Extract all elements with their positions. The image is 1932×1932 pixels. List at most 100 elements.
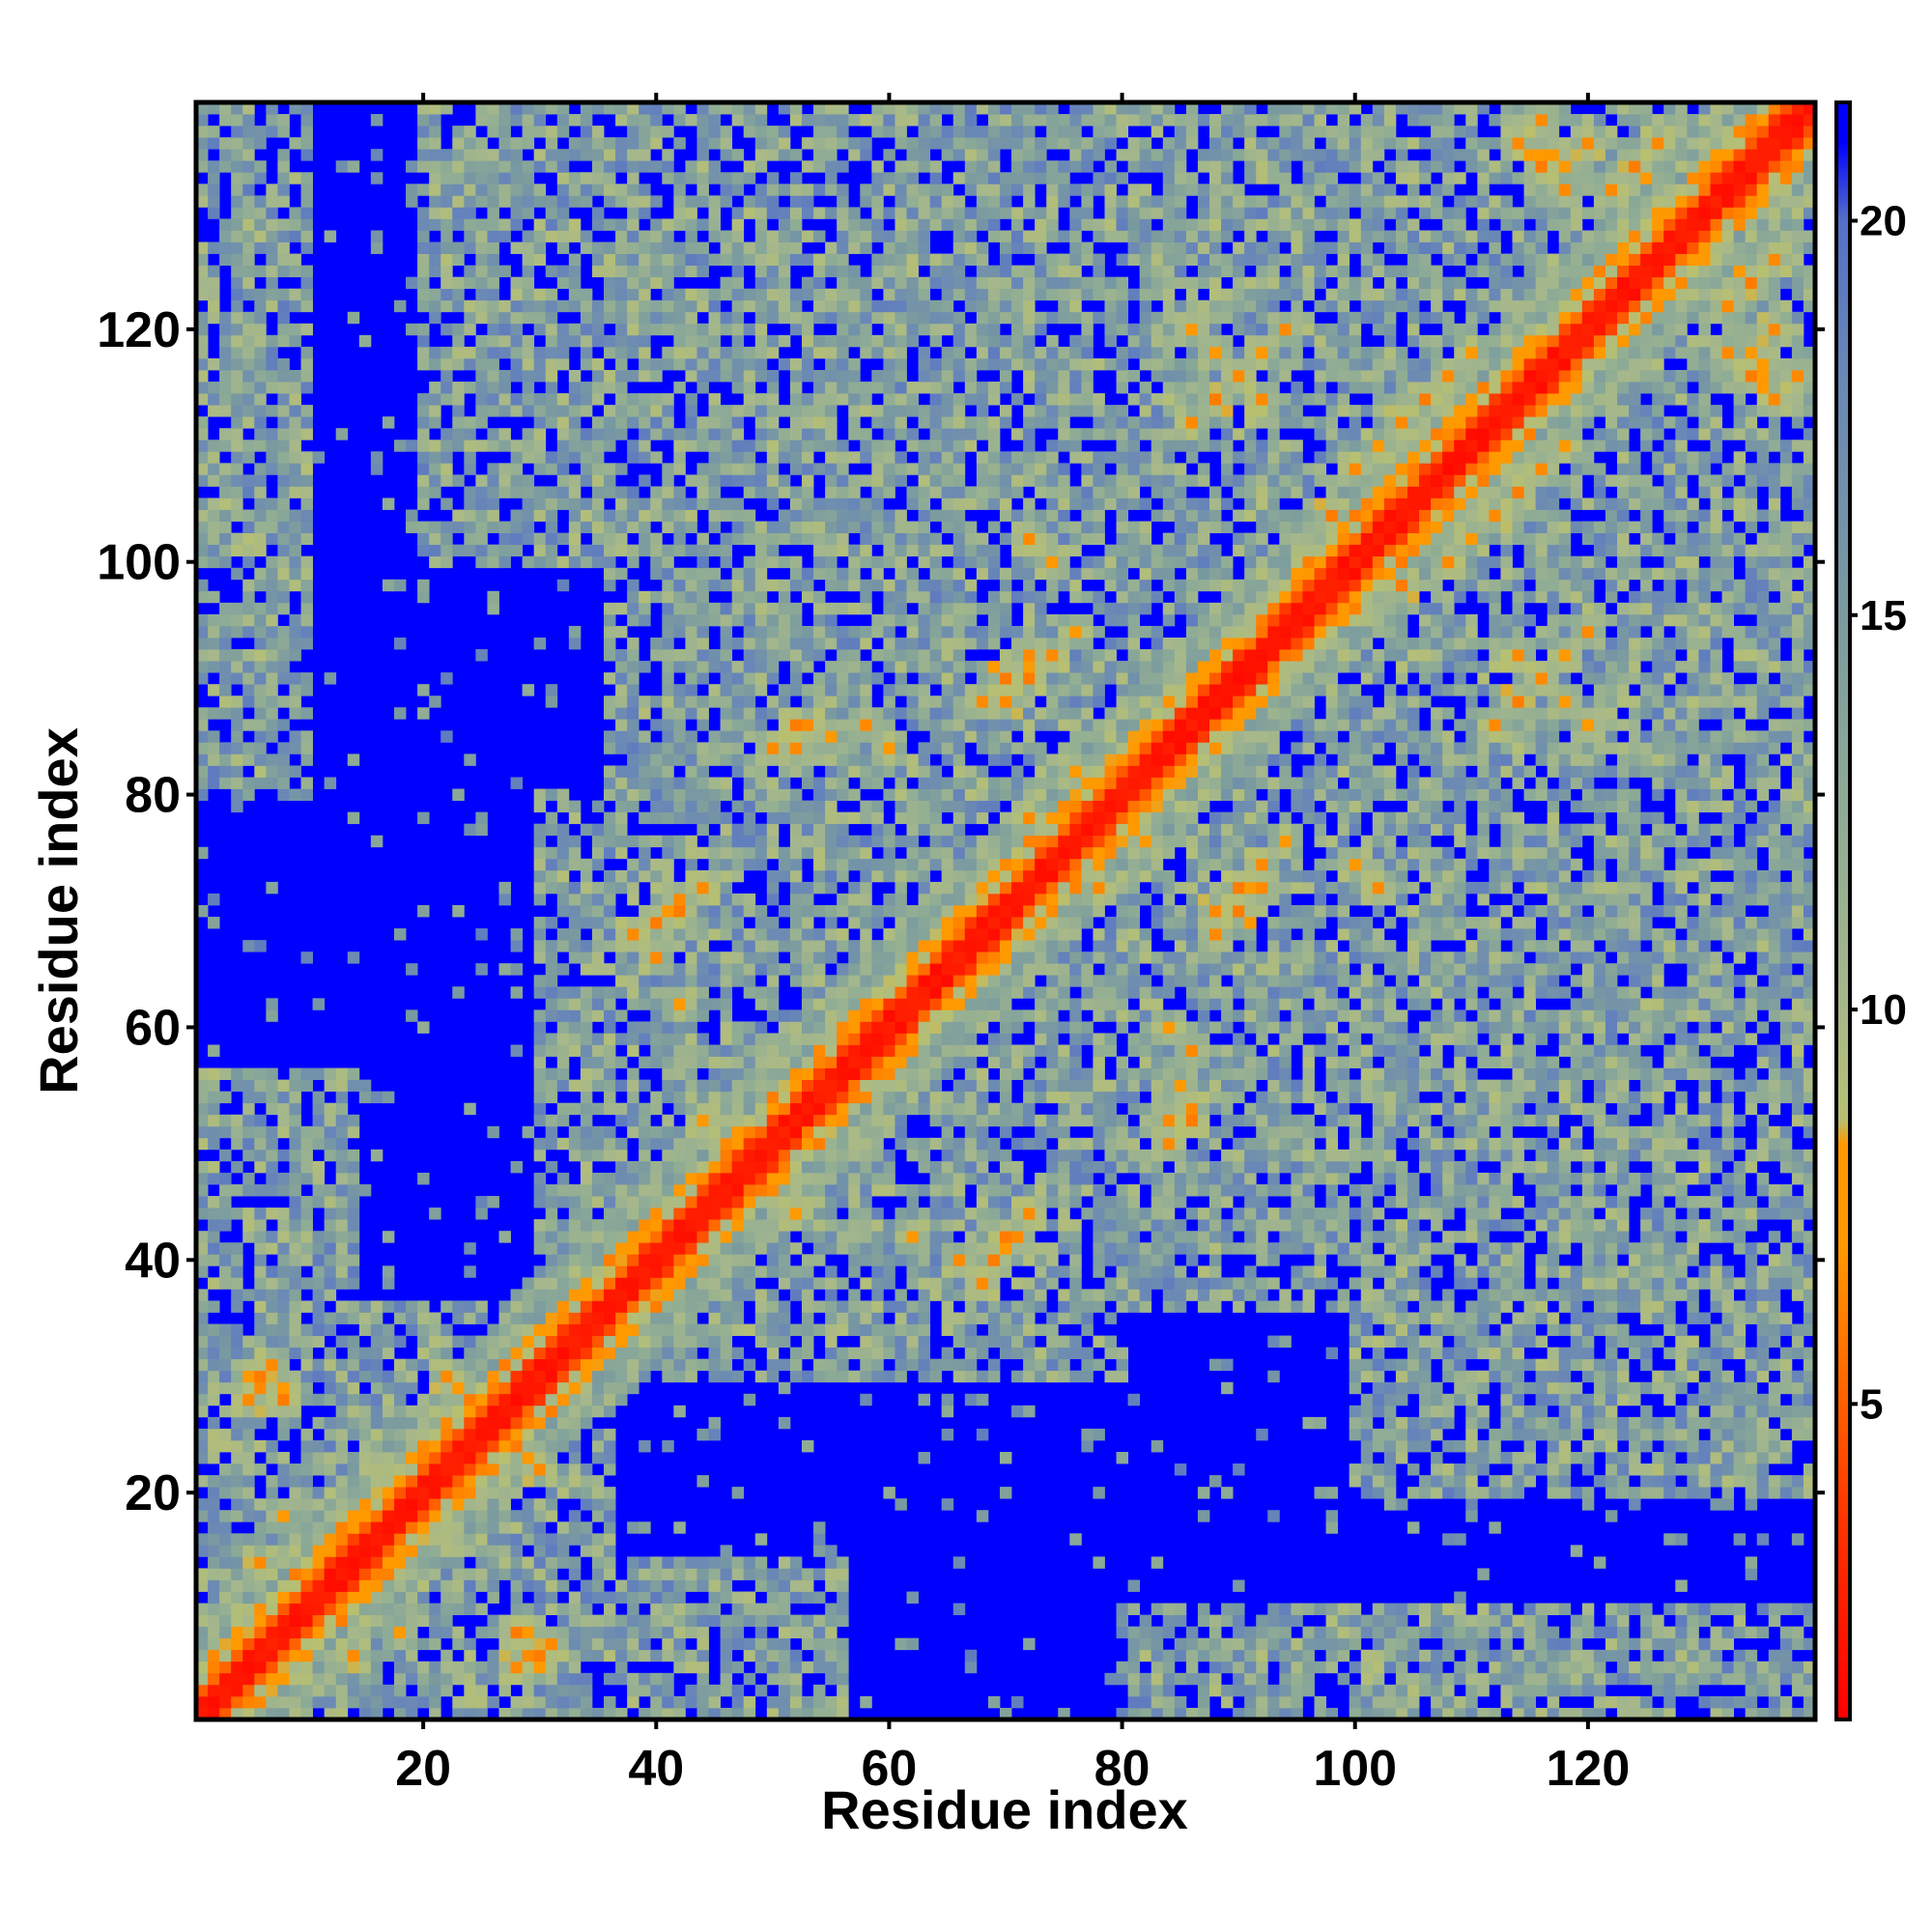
heatmap-cell	[766, 753, 780, 766]
heatmap-cell	[440, 1452, 453, 1464]
heatmap-cell	[615, 602, 628, 615]
heatmap-cell	[464, 1416, 476, 1430]
heatmap-cell	[219, 1091, 232, 1104]
heatmap-cell	[731, 242, 745, 254]
heatmap-cell	[754, 952, 768, 964]
heatmap-cell	[208, 521, 220, 533]
heatmap-cell	[801, 497, 814, 510]
heatmap-cell	[556, 1707, 570, 1719]
heatmap-cell	[662, 1125, 674, 1139]
heatmap-cell	[393, 1672, 407, 1686]
heatmap-cell	[347, 1196, 360, 1208]
heatmap-cell	[300, 613, 313, 627]
heatmap-cell	[417, 265, 430, 278]
heatmap-cell	[627, 1231, 639, 1243]
heatmap-cell	[440, 1475, 453, 1488]
heatmap-cell	[452, 1521, 465, 1534]
heatmap-cell	[498, 1487, 511, 1499]
heatmap-cell	[766, 555, 780, 569]
heatmap-cell	[475, 416, 488, 429]
heatmap-cell	[639, 1056, 651, 1068]
heatmap-cell	[208, 1487, 220, 1499]
heatmap-cell	[766, 986, 780, 999]
heatmap-cell	[382, 579, 395, 592]
heatmap-cell	[848, 1021, 861, 1034]
heatmap-cell	[231, 160, 243, 173]
heatmap-cell	[580, 137, 593, 150]
heatmap-cell	[837, 1312, 849, 1324]
heatmap-cell	[789, 1695, 803, 1709]
heatmap-cell	[639, 1265, 651, 1278]
heatmap-cell	[766, 1323, 780, 1336]
heatmap-cell	[358, 1637, 372, 1651]
heatmap-cell	[615, 544, 628, 557]
heatmap-cell	[231, 218, 243, 231]
heatmap-cell	[662, 1370, 674, 1383]
heatmap-cell	[720, 904, 733, 918]
heatmap-cell	[801, 1370, 814, 1383]
heatmap-cell	[789, 800, 803, 813]
heatmap-cell	[650, 242, 663, 254]
heatmap-cell	[289, 730, 301, 743]
heatmap-cell	[487, 195, 499, 208]
heatmap-cell	[639, 917, 651, 929]
heatmap-cell	[591, 555, 605, 569]
heatmap-cell	[464, 1637, 476, 1651]
heatmap-cell	[568, 1695, 582, 1709]
heatmap-cell	[627, 544, 639, 557]
heatmap-cell	[545, 1510, 558, 1522]
heatmap-cell	[289, 555, 301, 569]
heatmap-cell	[324, 1254, 337, 1266]
heatmap-cell	[568, 555, 582, 569]
heatmap-cell	[533, 544, 547, 557]
heatmap-cell	[789, 1079, 803, 1093]
heatmap-cell	[662, 1289, 674, 1301]
heatmap-cell	[545, 405, 558, 417]
heatmap-cell	[639, 1033, 651, 1045]
heatmap-cell	[743, 904, 756, 918]
heatmap-cell	[289, 1591, 301, 1604]
heatmap-cell	[312, 1684, 326, 1697]
heatmap-cell	[464, 1487, 476, 1499]
heatmap-cell	[639, 1521, 651, 1534]
heatmap-cell	[754, 730, 768, 743]
heatmap-cell	[498, 1556, 511, 1569]
heatmap-cell	[358, 1614, 372, 1628]
heatmap-cell	[650, 719, 663, 731]
heatmap-cell	[358, 1707, 372, 1719]
heatmap-cell	[591, 1335, 605, 1349]
heatmap-cell	[825, 1079, 838, 1093]
heatmap-cell	[813, 1684, 826, 1697]
heatmap-cell	[673, 299, 686, 313]
heatmap-cell	[696, 846, 709, 860]
heatmap-cell	[464, 1568, 476, 1580]
heatmap-cell	[556, 230, 570, 242]
heatmap-cell	[300, 1672, 313, 1686]
heatmap-cell	[556, 1405, 570, 1418]
heatmap-cell	[685, 1347, 697, 1360]
heatmap-cell	[440, 428, 453, 440]
heatmap-cell	[766, 486, 780, 498]
heatmap-cell	[650, 451, 663, 464]
heatmap-cell	[743, 963, 756, 976]
heatmap-cell	[208, 1614, 220, 1628]
heatmap-cell	[429, 1208, 441, 1220]
heatmap-cell	[254, 405, 267, 417]
heatmap-cell	[545, 1196, 558, 1208]
heatmap-cell	[778, 846, 791, 860]
heatmap-cell	[417, 137, 430, 150]
heatmap-cell	[533, 858, 547, 871]
heatmap-cell	[533, 1695, 547, 1709]
heatmap-cell	[662, 428, 674, 440]
heatmap-cell	[208, 137, 220, 150]
heatmap-cell	[254, 521, 267, 533]
heatmap-cell	[650, 881, 663, 895]
heatmap-cell	[464, 1452, 476, 1464]
heatmap-cell	[208, 765, 220, 778]
heatmap-cell	[522, 1347, 535, 1360]
heatmap-cell	[801, 823, 814, 837]
heatmap-cell	[825, 579, 838, 592]
heatmap-cell	[533, 1358, 547, 1372]
heatmap-cell	[406, 1381, 418, 1395]
heatmap-cell	[615, 497, 628, 510]
